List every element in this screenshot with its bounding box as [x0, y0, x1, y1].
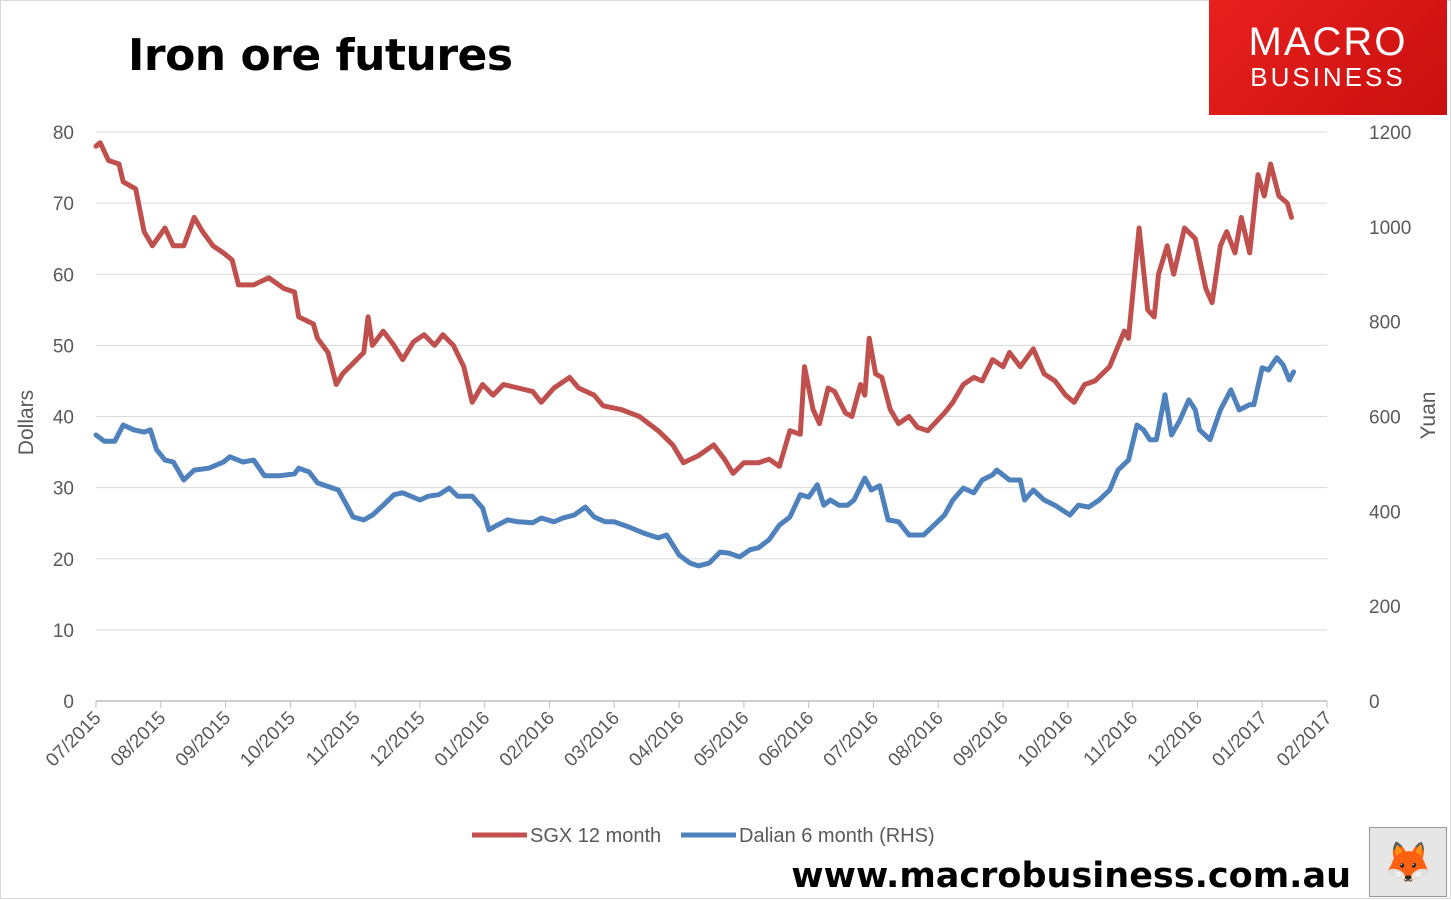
y2-axis-title: Yuan	[1417, 392, 1440, 440]
y-tick-label: 30	[53, 479, 74, 500]
x-tick-label: 03/2016	[560, 708, 623, 771]
y-tick-label: 40	[53, 408, 74, 429]
y-tick-label: 0	[63, 692, 74, 713]
y-tick-label: 20	[53, 550, 74, 571]
x-tick-label: 01/2017	[1208, 708, 1271, 771]
x-tick-label: 09/2015	[172, 708, 235, 771]
x-tick-label: 08/2016	[884, 708, 947, 771]
y-tick-label: 50	[53, 336, 74, 357]
x-tick-label: 02/2017	[1273, 708, 1336, 771]
series-line-sgx	[93, 140, 1294, 476]
legend-label: SGX 12 month	[530, 825, 661, 847]
y2-tick-label: 400	[1369, 502, 1401, 523]
logo-line1: MACRO	[1248, 20, 1408, 64]
y2-tick-label: 800	[1369, 313, 1401, 334]
x-tick-label: 06/2016	[755, 708, 818, 771]
y-tick-label: 80	[53, 123, 74, 144]
y2-tick-label: 600	[1369, 408, 1401, 429]
y2-tick-label: 1000	[1369, 218, 1411, 239]
fox-icon: 🦊	[1369, 827, 1447, 897]
legend-label: Dalian 6 month (RHS)	[739, 825, 935, 847]
x-tick-label: 09/2016	[949, 708, 1012, 771]
y-tick-label: 60	[53, 265, 74, 286]
x-tick-label: 11/2015	[302, 708, 364, 770]
chart-title: Iron ore futures	[128, 30, 513, 81]
y-tick-label: 10	[53, 621, 74, 642]
y2-tick-label: 0	[1369, 692, 1380, 713]
y2-tick-label: 1200	[1369, 123, 1411, 144]
x-tick-label: 11/2016	[1080, 708, 1142, 770]
macrobusiness-logo: MACRO BUSINESS	[1209, 0, 1447, 115]
y-axis-title: Dollars	[15, 390, 38, 455]
x-tick-label: 04/2016	[625, 708, 688, 771]
series-line-dalian	[93, 355, 1297, 569]
x-tick-label: 12/2015	[366, 708, 429, 771]
y2-tick-label: 200	[1369, 597, 1401, 618]
logo-line2: BUSINESS	[1250, 62, 1406, 92]
x-tick-label: 07/2016	[820, 708, 883, 771]
x-tick-label: 05/2016	[690, 708, 753, 771]
x-tick-label: 08/2015	[107, 708, 170, 771]
x-tick-label: 07/2015	[42, 708, 105, 771]
y-tick-label: 70	[53, 194, 74, 215]
x-tick-label: 10/2016	[1014, 708, 1077, 771]
x-tick-label: 02/2016	[496, 708, 559, 771]
x-tick-label: 10/2015	[236, 708, 299, 771]
website-url: www.macrobusiness.com.au	[791, 856, 1351, 896]
x-tick-label: 12/2016	[1144, 708, 1207, 771]
x-tick-label: 01/2016	[431, 708, 494, 771]
